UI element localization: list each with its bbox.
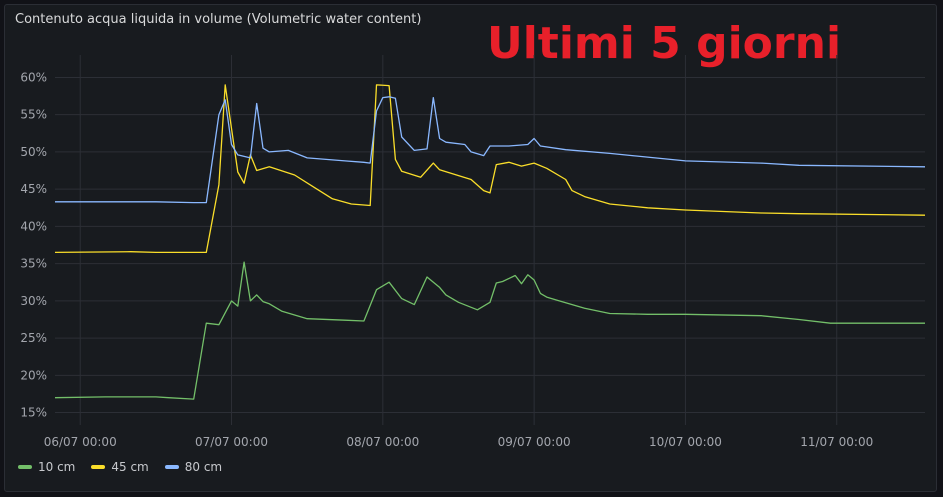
chart-panel xyxy=(4,4,937,492)
x-tick-label: 11/07 00:00 xyxy=(800,435,873,449)
x-tick-label: 06/07 00:00 xyxy=(44,435,117,449)
legend-item-10cm[interactable]: 10 cm xyxy=(18,460,75,474)
x-tick-label: 07/07 00:00 xyxy=(195,435,268,449)
y-tick-label: 20% xyxy=(20,368,47,382)
legend-item-45cm[interactable]: 45 cm xyxy=(91,460,149,474)
x-tick-label: 08/07 00:00 xyxy=(346,435,419,449)
overlay-caption: Ultimi 5 giorni xyxy=(487,18,842,69)
legend-label-10cm: 10 cm xyxy=(38,460,76,474)
legend: 10 cm 45 cm 80 cm xyxy=(18,460,222,474)
series-line-80cm[interactable] xyxy=(55,96,926,204)
legend-label-45cm: 45 cm xyxy=(111,460,149,474)
series-line-45cm[interactable] xyxy=(54,84,926,254)
legend-item-80cm[interactable]: 80 cm xyxy=(164,460,223,474)
series-line-10cm[interactable] xyxy=(54,261,925,400)
y-tick-label: 50% xyxy=(20,145,47,159)
legend-swatch-45cm xyxy=(91,465,106,469)
y-tick-label: 30% xyxy=(20,294,47,308)
legend-swatch-10cm xyxy=(18,465,32,469)
legend-swatch-80cm xyxy=(164,465,179,469)
panel-title: Contenuto acqua liquida in volume (Volum… xyxy=(15,12,422,27)
y-tick-label: 40% xyxy=(20,219,47,233)
y-tick-label: 15% xyxy=(20,406,47,420)
legend-label-80cm: 80 cm xyxy=(184,460,223,474)
y-tick-label: 55% xyxy=(20,108,47,122)
x-tick-label: 10/07 00:00 xyxy=(649,435,722,449)
y-tick-label: 35% xyxy=(20,257,47,271)
y-tick-label: 60% xyxy=(20,70,47,84)
x-tick-label: 09/07 00:00 xyxy=(498,435,571,449)
y-tick-label: 45% xyxy=(20,182,47,196)
y-tick-label: 25% xyxy=(20,331,47,345)
